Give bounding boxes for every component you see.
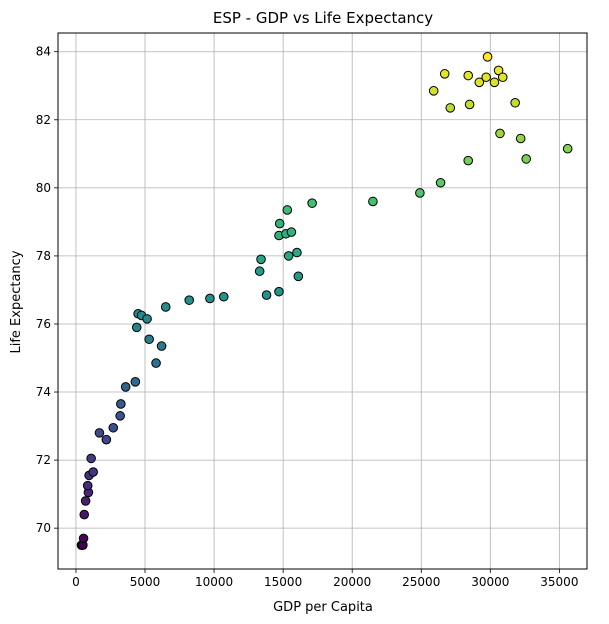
x-tick-label: 25000 [402, 575, 440, 589]
data-point [218, 291, 229, 302]
data-point [130, 377, 141, 387]
data-point [464, 99, 475, 110]
data-point [116, 399, 126, 409]
y-tick-label: 84 [36, 45, 51, 59]
data-point [256, 254, 266, 265]
data-point [205, 293, 215, 304]
data-point [108, 422, 119, 433]
data-point [156, 341, 167, 351]
data-point [495, 128, 505, 139]
data-point [307, 198, 317, 208]
data-point [489, 77, 500, 88]
grid-lines [58, 33, 587, 569]
data-point [481, 72, 491, 83]
x-tick-label: 35000 [540, 575, 578, 589]
data-point [82, 480, 93, 491]
data-point [445, 103, 456, 113]
data-point [482, 52, 493, 62]
x-tick-label: 30000 [471, 575, 509, 589]
data-point [493, 65, 504, 76]
data-point [415, 188, 425, 198]
data-point [101, 434, 112, 445]
data-point [144, 334, 154, 345]
y-tick-label: 76 [36, 317, 51, 331]
y-axis-ticks: 70 72 74 76 78 80 82 84 [36, 45, 58, 535]
data-point [282, 205, 293, 215]
x-tick-label: 10000 [195, 575, 233, 589]
chart-title: ESP - GDP vs Life Expectancy [213, 9, 433, 27]
y-tick-label: 74 [36, 385, 51, 399]
data-point [120, 382, 131, 392]
data-point [115, 411, 125, 421]
data-point [94, 428, 105, 438]
data-point [142, 314, 152, 324]
data-point [254, 266, 265, 277]
data-point [497, 72, 508, 83]
data-point [80, 496, 91, 506]
data-point [562, 143, 573, 154]
data-point [293, 271, 304, 282]
data-point [510, 97, 520, 108]
data-point [474, 77, 485, 88]
plot-frame [57, 32, 588, 570]
x-tick-label: 15000 [264, 575, 302, 589]
data-point [368, 196, 378, 207]
data-point [274, 286, 284, 297]
x-tick-label: 5000 [130, 575, 161, 589]
x-axis-ticks: 0 5000 10000 15000 20000 25000 30000 35000 [72, 569, 578, 589]
y-axis-title: Life Expectancy [9, 250, 24, 353]
data-point [86, 453, 96, 464]
data-point [283, 251, 294, 261]
y-tick-label: 72 [36, 453, 51, 467]
data-point [515, 133, 526, 144]
x-axis-title: GDP per Capita [273, 600, 373, 615]
y-tick-label: 70 [36, 521, 51, 535]
x-tick-label: 20000 [333, 575, 371, 589]
y-tick-label: 78 [36, 249, 51, 263]
data-point [131, 322, 142, 333]
data-point [160, 302, 171, 312]
data-point [292, 247, 302, 258]
data-point [261, 290, 272, 300]
data-point [184, 295, 195, 305]
data-point [286, 227, 297, 237]
data-point [428, 86, 439, 96]
data-point [274, 218, 285, 229]
data-points [76, 52, 573, 550]
data-point [79, 509, 90, 520]
data-point [88, 467, 99, 477]
y-tick-label: 82 [36, 113, 51, 127]
y-tick-label: 80 [36, 181, 51, 195]
data-point [435, 177, 446, 188]
x-tick-label: 0 [72, 575, 80, 589]
data-point [463, 70, 474, 81]
data-point [151, 358, 161, 368]
data-point [78, 533, 89, 544]
data-point [463, 155, 474, 166]
data-point [521, 154, 532, 164]
data-point [439, 69, 450, 79]
